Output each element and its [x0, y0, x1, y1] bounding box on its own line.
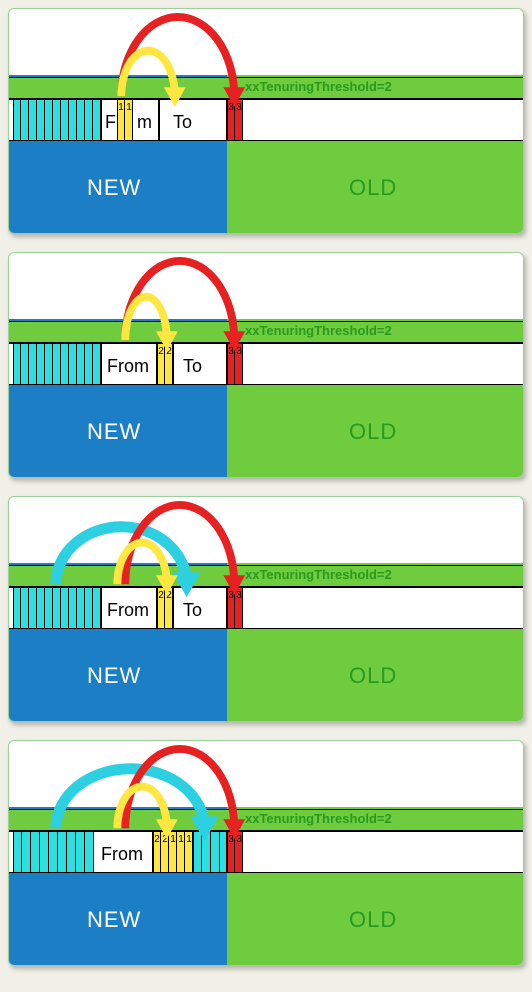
age-number: 3: [227, 102, 235, 113]
threshold-label: xxTenuringThreshold=2: [245, 567, 392, 582]
eden-cell: [29, 344, 37, 384]
eden-cell: [53, 100, 61, 140]
to-cyan-cell: [220, 832, 227, 872]
eden-cell: [69, 588, 77, 628]
to-space: [159, 100, 227, 140]
age-number: 3: [235, 346, 243, 357]
age-number: 1: [177, 834, 185, 845]
gc-panel-1: 11 33 Fm To NEW OLD xxTenuringThreshold=2: [8, 8, 524, 234]
from-label: m: [137, 112, 152, 133]
new-label: NEW: [87, 907, 141, 933]
to-label: To: [173, 112, 192, 133]
eden-cell: [76, 832, 85, 872]
eden-cell: [53, 344, 61, 384]
eden-cell: [37, 344, 45, 384]
memory-band: 22 33 From To: [9, 343, 523, 385]
old-label: OLD: [349, 907, 397, 933]
eden-cell: [53, 588, 61, 628]
new-label: NEW: [87, 663, 141, 689]
threshold-label: xxTenuringThreshold=2: [245, 79, 392, 94]
age-number: 3: [235, 102, 243, 113]
age-number: 2: [157, 346, 165, 357]
age-number: 2: [153, 834, 161, 845]
age-number: 3: [235, 834, 243, 845]
age-number: 2: [165, 590, 173, 601]
old-label: OLD: [349, 663, 397, 689]
age-number: 1: [169, 834, 177, 845]
eden-cell: [77, 588, 85, 628]
eden-cell: [31, 832, 40, 872]
eden-cell: [40, 832, 49, 872]
age-number: 1: [185, 834, 193, 845]
eden-cell: [85, 100, 93, 140]
memory-band: 2211133From: [9, 831, 523, 873]
eden-cell: [13, 832, 22, 872]
eden-cell: [49, 832, 58, 872]
from-label: From: [101, 844, 143, 865]
eden-cell: [13, 344, 21, 384]
memory-band: 22 33 From To: [9, 587, 523, 629]
threshold-label: xxTenuringThreshold=2: [245, 811, 392, 826]
old-label: OLD: [349, 419, 397, 445]
gc-panel-3: 22 33 From To NEW OLD xxTenuringThreshold=2: [8, 496, 524, 722]
eden-cell: [77, 344, 85, 384]
threshold-label: xxTenuringThreshold=2: [245, 323, 392, 338]
age-number: 2: [165, 346, 173, 357]
eden-cell: [61, 344, 69, 384]
eden-cell: [61, 588, 69, 628]
eden-cell: [69, 344, 77, 384]
to-label: To: [183, 356, 202, 377]
eden-cell: [21, 100, 29, 140]
from-label: From: [107, 356, 149, 377]
eden-cell: [67, 832, 76, 872]
age-number: 3: [227, 834, 235, 845]
eden-cell: [85, 344, 93, 384]
old-label: OLD: [349, 175, 397, 201]
eden-cell: [85, 588, 93, 628]
new-label: NEW: [87, 419, 141, 445]
eden-cell: [93, 100, 101, 140]
age-number: 1: [117, 102, 125, 113]
eden-cell: [29, 588, 37, 628]
to-cyan-cell: [202, 832, 211, 872]
eden-cell: [21, 344, 29, 384]
gc-panel-2: 22 33 From To NEW OLD xxTenuringThreshold=2: [8, 252, 524, 478]
age-number: 2: [157, 590, 165, 601]
eden-cell: [61, 100, 69, 140]
eden-cell: [13, 588, 21, 628]
eden-cell: [22, 832, 31, 872]
eden-cell: [45, 588, 53, 628]
age-number: 1: [125, 102, 133, 113]
eden-cell: [77, 100, 85, 140]
from-label: From: [107, 600, 149, 621]
to-label: To: [183, 600, 202, 621]
memory-band: 11 33 Fm To: [9, 99, 523, 141]
eden-cell: [37, 100, 45, 140]
eden-cell: [13, 100, 21, 140]
from-label: F: [105, 112, 116, 133]
to-cyan-cell: [193, 832, 202, 872]
age-number: 3: [235, 590, 243, 601]
to-cyan-cell: [211, 832, 220, 872]
eden-cell: [37, 588, 45, 628]
eden-cell: [93, 588, 101, 628]
eden-cell: [45, 100, 53, 140]
new-label: NEW: [87, 175, 141, 201]
eden-cell: [45, 344, 53, 384]
gc-panel-4: 2211133FromNEWOLDxxTenuringThreshold=2: [8, 740, 524, 966]
eden-cell: [29, 100, 37, 140]
eden-cell: [93, 344, 101, 384]
age-number: 3: [227, 346, 235, 357]
eden-cell: [69, 100, 77, 140]
age-number: 2: [161, 834, 169, 845]
age-number: 3: [227, 590, 235, 601]
eden-cell: [58, 832, 67, 872]
eden-cell: [21, 588, 29, 628]
